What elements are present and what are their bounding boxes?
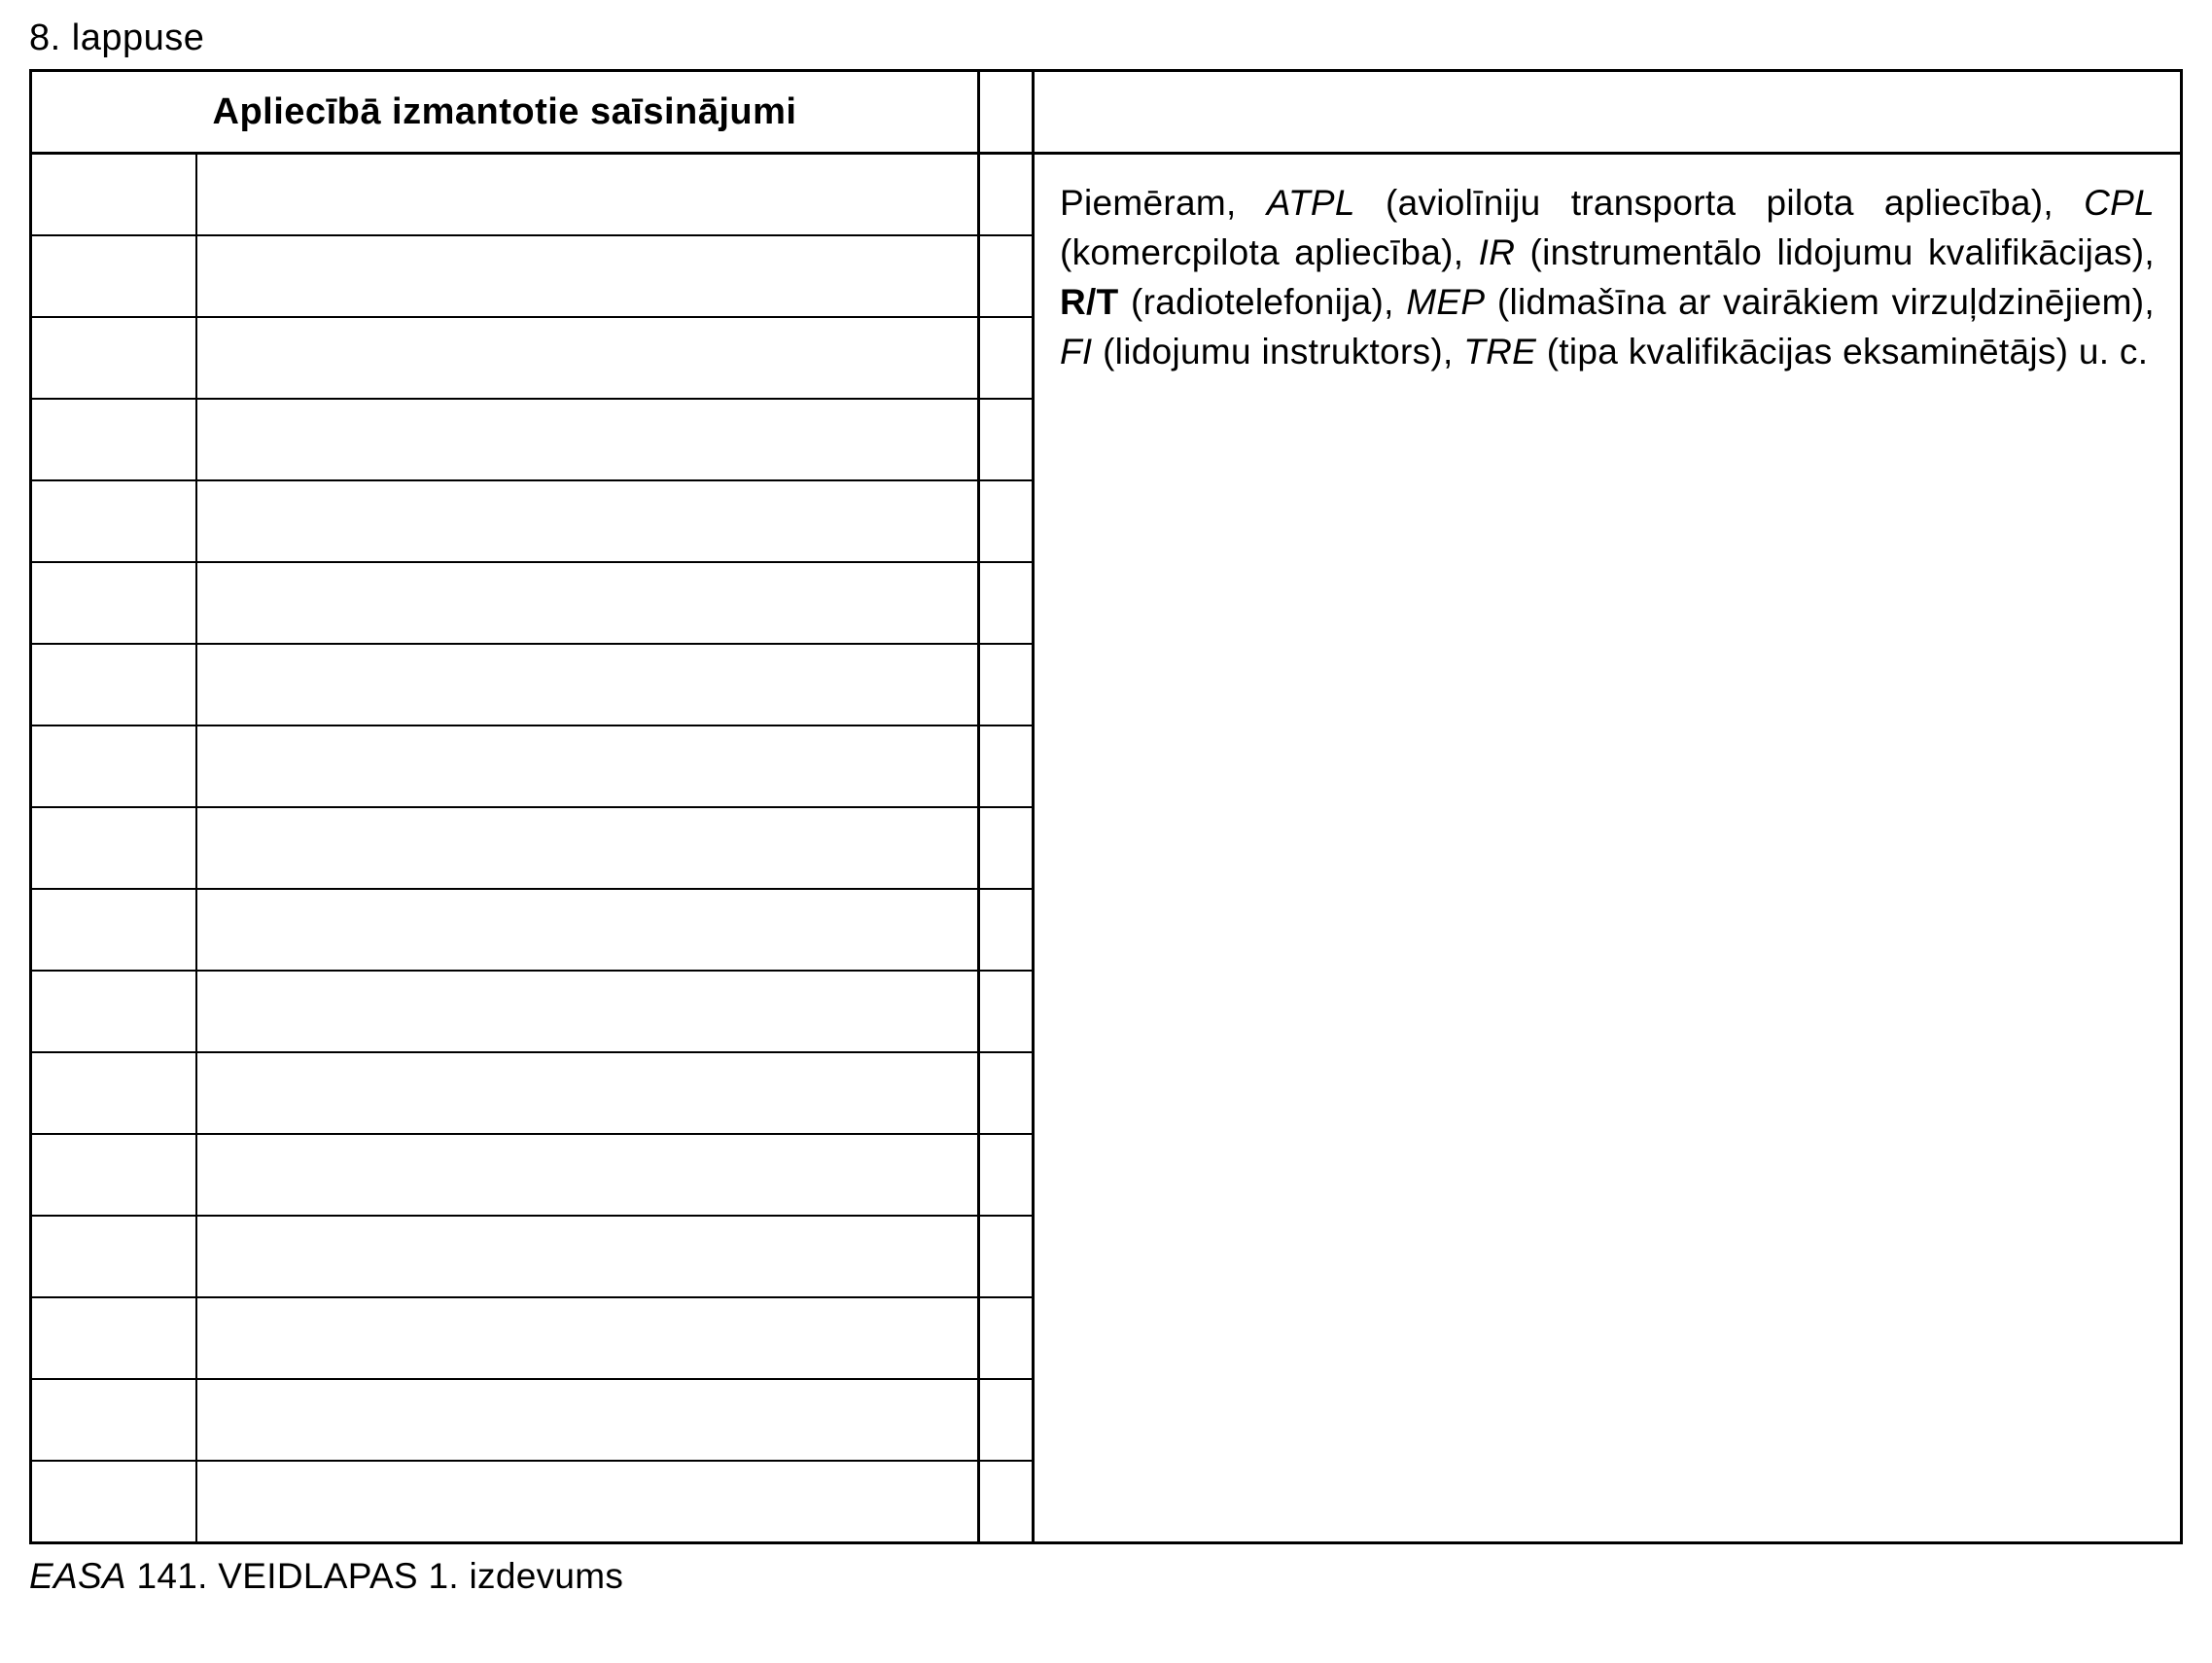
abbreviation-code-cell bbox=[32, 807, 196, 889]
spacer-rows-table bbox=[980, 155, 1032, 1541]
spacer-row-cell bbox=[980, 1134, 1032, 1216]
abbreviation-meaning-cell bbox=[196, 889, 977, 971]
abbreviation-meaning-cell bbox=[196, 480, 977, 562]
abbreviation-term: ATPL bbox=[1267, 183, 1355, 223]
abbreviation-meaning-cell bbox=[196, 155, 977, 235]
abbreviation-grid-cell bbox=[31, 154, 979, 1543]
abbreviation-meaning-cell bbox=[196, 644, 977, 725]
abbreviation-row bbox=[32, 725, 977, 807]
abbreviation-row bbox=[32, 562, 977, 644]
header-left-cell: Apliecībā izmantotie saīsinājumi bbox=[31, 71, 979, 154]
abbreviation-code-cell bbox=[32, 1297, 196, 1379]
form-footer-text: EASA 141. VEIDLAPAS 1. izdevums bbox=[29, 1556, 2183, 1597]
abbreviation-rows-table bbox=[32, 155, 977, 1541]
abbreviation-code-cell bbox=[32, 644, 196, 725]
abbreviation-code-cell bbox=[32, 480, 196, 562]
abbreviation-meaning-cell bbox=[196, 1134, 977, 1216]
abbreviation-term: CPL bbox=[2084, 183, 2155, 223]
abbreviation-row bbox=[32, 971, 977, 1052]
abbreviation-term: IR bbox=[1479, 232, 1516, 272]
abbreviation-code-cell bbox=[32, 1216, 196, 1297]
abbreviation-code-cell bbox=[32, 399, 196, 480]
abbreviation-term: MEP bbox=[1406, 282, 1485, 322]
spacer-row-cell bbox=[980, 725, 1032, 807]
abbreviation-row bbox=[32, 155, 977, 235]
abbreviation-row bbox=[32, 807, 977, 889]
abbreviation-code-cell bbox=[32, 725, 196, 807]
abbreviation-meaning-cell bbox=[196, 1216, 977, 1297]
abbreviation-code-cell bbox=[32, 1461, 196, 1541]
abbreviation-row bbox=[32, 1297, 977, 1379]
spacer-row-cell bbox=[980, 971, 1032, 1052]
abbreviation-row bbox=[32, 1461, 977, 1541]
description-cell: Piemēram, ATPL (aviolīniju transporta pi… bbox=[1034, 154, 2182, 1543]
abbreviation-code-cell bbox=[32, 235, 196, 317]
abbreviation-description-text: Piemēram, ATPL (aviolīniju transporta pi… bbox=[1035, 155, 2180, 376]
abbreviation-meaning-cell bbox=[196, 725, 977, 807]
spacer-row-cell bbox=[980, 1216, 1032, 1297]
spacer-row-cell bbox=[980, 562, 1032, 644]
spacer-row-cell bbox=[980, 399, 1032, 480]
abbreviation-code-cell bbox=[32, 1134, 196, 1216]
abbreviations-header-title: Apliecībā izmantotie saīsinājumi bbox=[32, 72, 977, 152]
abbreviation-row bbox=[32, 317, 977, 399]
abbreviation-code-cell bbox=[32, 1052, 196, 1134]
abbreviation-code-cell bbox=[32, 155, 196, 235]
abbreviation-row bbox=[32, 889, 977, 971]
spacer-row-cell bbox=[980, 1379, 1032, 1461]
abbreviation-meaning-cell bbox=[196, 971, 977, 1052]
spacer-row-cell bbox=[980, 155, 1032, 235]
form-table: Apliecībā izmantotie saīsinājumi Piemēra… bbox=[29, 69, 2183, 1544]
spacer-row-cell bbox=[980, 889, 1032, 971]
abbreviation-row bbox=[32, 1134, 977, 1216]
spacer-row-cell bbox=[980, 480, 1032, 562]
spacer-row-cell bbox=[980, 1297, 1032, 1379]
abbreviation-row bbox=[32, 480, 977, 562]
abbreviation-meaning-cell bbox=[196, 1052, 977, 1134]
abbreviation-term: R/T bbox=[1060, 282, 1119, 322]
spacer-row-cell bbox=[980, 644, 1032, 725]
abbreviation-row bbox=[32, 1052, 977, 1134]
abbreviation-meaning-cell bbox=[196, 562, 977, 644]
abbreviation-code-cell bbox=[32, 317, 196, 399]
spacer-row-cell bbox=[980, 317, 1032, 399]
abbreviation-row bbox=[32, 1216, 977, 1297]
abbreviation-row bbox=[32, 1379, 977, 1461]
abbreviation-meaning-cell bbox=[196, 1461, 977, 1541]
abbreviation-code-cell bbox=[32, 889, 196, 971]
abbreviation-code-cell bbox=[32, 562, 196, 644]
spacer-grid-cell bbox=[979, 154, 1034, 1543]
footer-prefix: EASA bbox=[29, 1556, 126, 1596]
abbreviation-term: TRE bbox=[1463, 332, 1536, 372]
spacer-row-cell bbox=[980, 807, 1032, 889]
abbreviation-term: FI bbox=[1060, 332, 1092, 372]
footer-rest: 141. VEIDLAPAS 1. izdevums bbox=[126, 1556, 623, 1596]
abbreviation-meaning-cell bbox=[196, 235, 977, 317]
abbreviation-meaning-cell bbox=[196, 399, 977, 480]
abbreviation-meaning-cell bbox=[196, 1297, 977, 1379]
spacer-row-cell bbox=[980, 235, 1032, 317]
spacer-row-cell bbox=[980, 1461, 1032, 1541]
abbreviation-meaning-cell bbox=[196, 807, 977, 889]
abbreviation-row bbox=[32, 644, 977, 725]
spacer-row-cell bbox=[980, 1052, 1032, 1134]
page-number-label: 8. lappuse bbox=[29, 18, 2183, 59]
header-right-cell bbox=[1034, 71, 2182, 154]
abbreviation-row bbox=[32, 399, 977, 480]
abbreviation-code-cell bbox=[32, 971, 196, 1052]
abbreviation-code-cell bbox=[32, 1379, 196, 1461]
abbreviation-meaning-cell bbox=[196, 1379, 977, 1461]
abbreviation-row bbox=[32, 235, 977, 317]
header-spacer-cell bbox=[979, 71, 1034, 154]
abbreviation-meaning-cell bbox=[196, 317, 977, 399]
